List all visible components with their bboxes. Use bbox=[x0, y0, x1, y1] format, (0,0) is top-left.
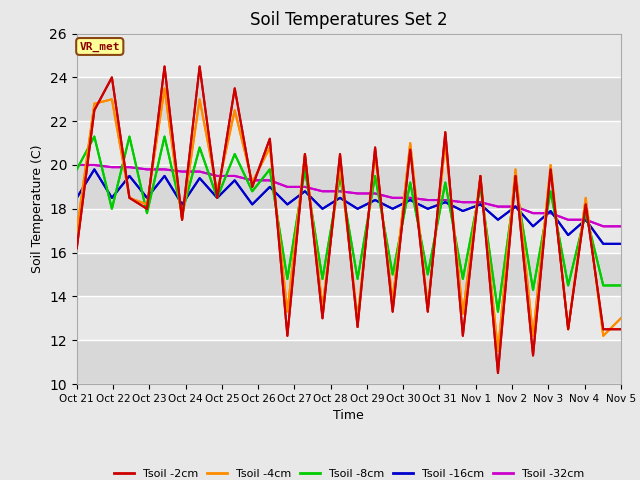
Bar bbox=[77, 165, 621, 209]
Text: VR_met: VR_met bbox=[79, 41, 120, 51]
Title: Soil Temperatures Set 2: Soil Temperatures Set 2 bbox=[250, 11, 447, 29]
Bar bbox=[77, 34, 621, 77]
Bar bbox=[77, 77, 621, 121]
Y-axis label: Soil Temperature (C): Soil Temperature (C) bbox=[31, 144, 44, 273]
Bar bbox=[77, 121, 621, 165]
Bar bbox=[77, 297, 621, 340]
Legend: Tsoil -2cm, Tsoil -4cm, Tsoil -8cm, Tsoil -16cm, Tsoil -32cm: Tsoil -2cm, Tsoil -4cm, Tsoil -8cm, Tsoi… bbox=[109, 465, 588, 480]
Bar bbox=[77, 209, 621, 252]
Bar bbox=[77, 340, 621, 384]
X-axis label: Time: Time bbox=[333, 409, 364, 422]
Bar bbox=[77, 252, 621, 296]
